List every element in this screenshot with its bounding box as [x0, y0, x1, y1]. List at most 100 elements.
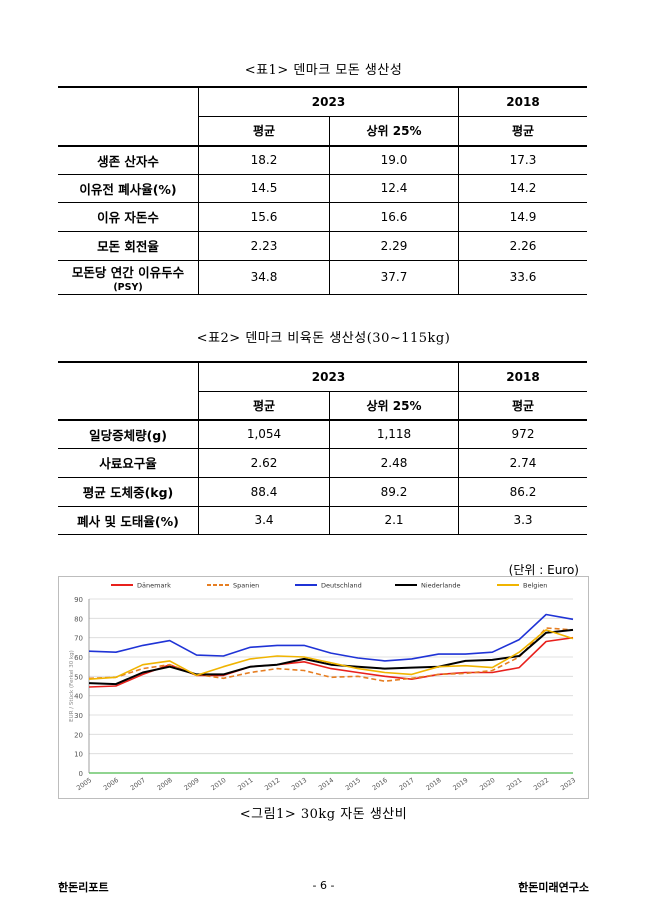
year-2018-header: 2018 — [458, 361, 587, 392]
cell-avg: 18.2 — [198, 145, 330, 175]
cell-prev: 33.6 — [458, 259, 587, 295]
cell-prev: 14.2 — [458, 173, 587, 203]
row-label-main: 모돈당 연간 이유두수 — [71, 264, 185, 280]
series-line — [88, 628, 574, 686]
x-tick-label: 2017 — [398, 776, 416, 792]
cell-avg: 15.6 — [198, 201, 330, 232]
x-tick-label: 2010 — [209, 776, 227, 792]
year-2023-header: 2023 — [198, 86, 459, 117]
cell-top: 2.29 — [329, 230, 459, 261]
table2-caption: <표2> 덴마크 비육돈 생산성(30~115kg) — [196, 331, 451, 346]
y-tick-label: 30 — [74, 712, 83, 720]
x-tick-label: 2009 — [183, 776, 201, 792]
y-tick-label: 90 — [74, 596, 83, 604]
avg-header: 평균 — [198, 115, 330, 147]
cell-prev: 17.3 — [458, 145, 587, 175]
row-label: 생존 산자수 — [58, 145, 199, 175]
cell-avg: 88.4 — [198, 476, 330, 507]
cell-top: 12.4 — [329, 173, 459, 203]
x-tick-label: 2019 — [451, 776, 469, 792]
x-tick-label: 2015 — [344, 776, 362, 792]
cell-avg: 2.23 — [198, 230, 330, 261]
table-row: 모돈 회전율 2.23 2.29 2.26 — [58, 230, 587, 261]
row-label: 폐사 및 도태율(%) — [58, 505, 199, 535]
y-tick-label: 80 — [74, 615, 83, 623]
series-line — [88, 627, 574, 682]
cell-avg: 14.5 — [198, 173, 330, 203]
cell-top: 16.6 — [329, 201, 459, 232]
sow-productivity-table: 2023 2018 평균 상위 25% 평균 생존 산자수 18.2 19.0 … — [58, 86, 587, 295]
table1-caption: <표1> 덴마크 모돈 생산성 — [244, 63, 403, 78]
x-tick-label: 2023 — [559, 776, 577, 792]
finisher-productivity-table: 2023 2018 평균 상위 25% 평균 일당증체량(g) 1,054 1,… — [58, 361, 587, 535]
cell-prev: 2.74 — [458, 447, 587, 478]
cell-top: 2.48 — [329, 447, 459, 478]
y-tick-label: 40 — [74, 693, 83, 701]
avg-2018-header: 평균 — [458, 115, 587, 147]
table-row: 이유 자돈수 15.6 16.6 14.9 — [58, 201, 587, 232]
cell-prev: 2.26 — [458, 230, 587, 261]
table-row: 생존 산자수 18.2 19.0 17.3 — [58, 145, 587, 175]
footer-right: 한돈미래연구소 — [518, 881, 589, 894]
cell-top: 89.2 — [329, 476, 459, 507]
avg-2018-header: 평균 — [458, 390, 587, 421]
row-label: 일당증체량(g) — [58, 419, 199, 449]
header-blank — [58, 361, 199, 421]
table-row: 평균 도체중(kg) 88.4 89.2 86.2 — [58, 476, 587, 507]
header-blank — [58, 86, 199, 147]
cell-top: 2.1 — [329, 505, 459, 535]
x-tick-label: 2006 — [102, 776, 120, 792]
y-tick-label: 20 — [74, 731, 83, 739]
row-label: 사료요구율 — [58, 447, 199, 478]
x-tick-label: 2021 — [505, 776, 523, 792]
cell-prev: 972 — [458, 419, 587, 449]
cell-avg: 2.62 — [198, 447, 330, 478]
cell-prev: 86.2 — [458, 476, 587, 507]
y-axis-label: EUR / Stück (Ferkel 30 kg) — [69, 650, 75, 722]
row-label: 이유전 폐사율(%) — [58, 173, 199, 203]
y-tick-label: 0 — [79, 770, 83, 778]
x-tick-label: 2013 — [290, 776, 308, 792]
cell-prev: 3.3 — [458, 505, 587, 535]
table-row: 모돈당 연간 이유두수 (PSY) 34.8 37.7 33.6 — [58, 259, 587, 295]
legend-label: Belgien — [523, 582, 547, 590]
series-line — [88, 629, 574, 680]
legend-label: Niederlande — [421, 582, 461, 590]
x-tick-label: 2014 — [317, 776, 335, 792]
piglet-cost-chart: 0 10 20 30 40 50 60 70 80 90 EUR / Stück (Ferkel 3… — [58, 576, 589, 799]
series-line — [88, 613, 574, 662]
row-label: 모돈당 연간 이유두수 (PSY) — [58, 259, 199, 295]
row-label: 평균 도체중(kg) — [58, 476, 199, 507]
year-2023-header: 2023 — [198, 361, 459, 392]
cell-top: 1,118 — [329, 419, 459, 449]
x-tick-label: 2018 — [425, 776, 443, 792]
cell-avg: 1,054 — [198, 419, 330, 449]
table-row: 폐사 및 도태율(%) 3.4 2.1 3.3 — [58, 505, 587, 535]
x-tick-label: 2022 — [532, 776, 550, 792]
page-number: - 6 - — [312, 879, 335, 892]
row-label-sub: (PSY) — [113, 281, 143, 293]
top25-header: 상위 25% — [329, 390, 459, 421]
table-row: 일당증체량(g) 1,054 1,118 972 — [58, 419, 587, 449]
x-tick-label: 2005 — [75, 776, 93, 792]
row-label: 이유 자돈수 — [58, 201, 199, 232]
chart-caption: <그림1> 30kg 자돈 생산비 — [239, 807, 408, 822]
avg-header: 평균 — [198, 390, 330, 421]
cell-avg: 34.8 — [198, 259, 330, 295]
legend-label: Dänemark — [137, 582, 171, 590]
y-tick-label: 60 — [74, 654, 83, 662]
x-tick-label: 2012 — [263, 776, 281, 792]
x-tick-label: 2011 — [236, 776, 254, 792]
y-tick-label: 70 — [74, 635, 83, 643]
top25-header: 상위 25% — [329, 115, 459, 147]
cell-avg: 3.4 — [198, 505, 330, 535]
x-tick-label: 2008 — [156, 776, 174, 792]
y-tick-label: 10 — [74, 751, 83, 759]
cell-prev: 14.9 — [458, 201, 587, 232]
cell-top: 19.0 — [329, 145, 459, 175]
cell-top: 37.7 — [329, 259, 459, 295]
footer-left: 한돈리포트 — [58, 881, 109, 894]
legend-label: Deutschland — [321, 582, 362, 590]
table-row: 이유전 폐사율(%) 14.5 12.4 14.2 — [58, 173, 587, 203]
x-tick-label: 2020 — [478, 776, 496, 792]
